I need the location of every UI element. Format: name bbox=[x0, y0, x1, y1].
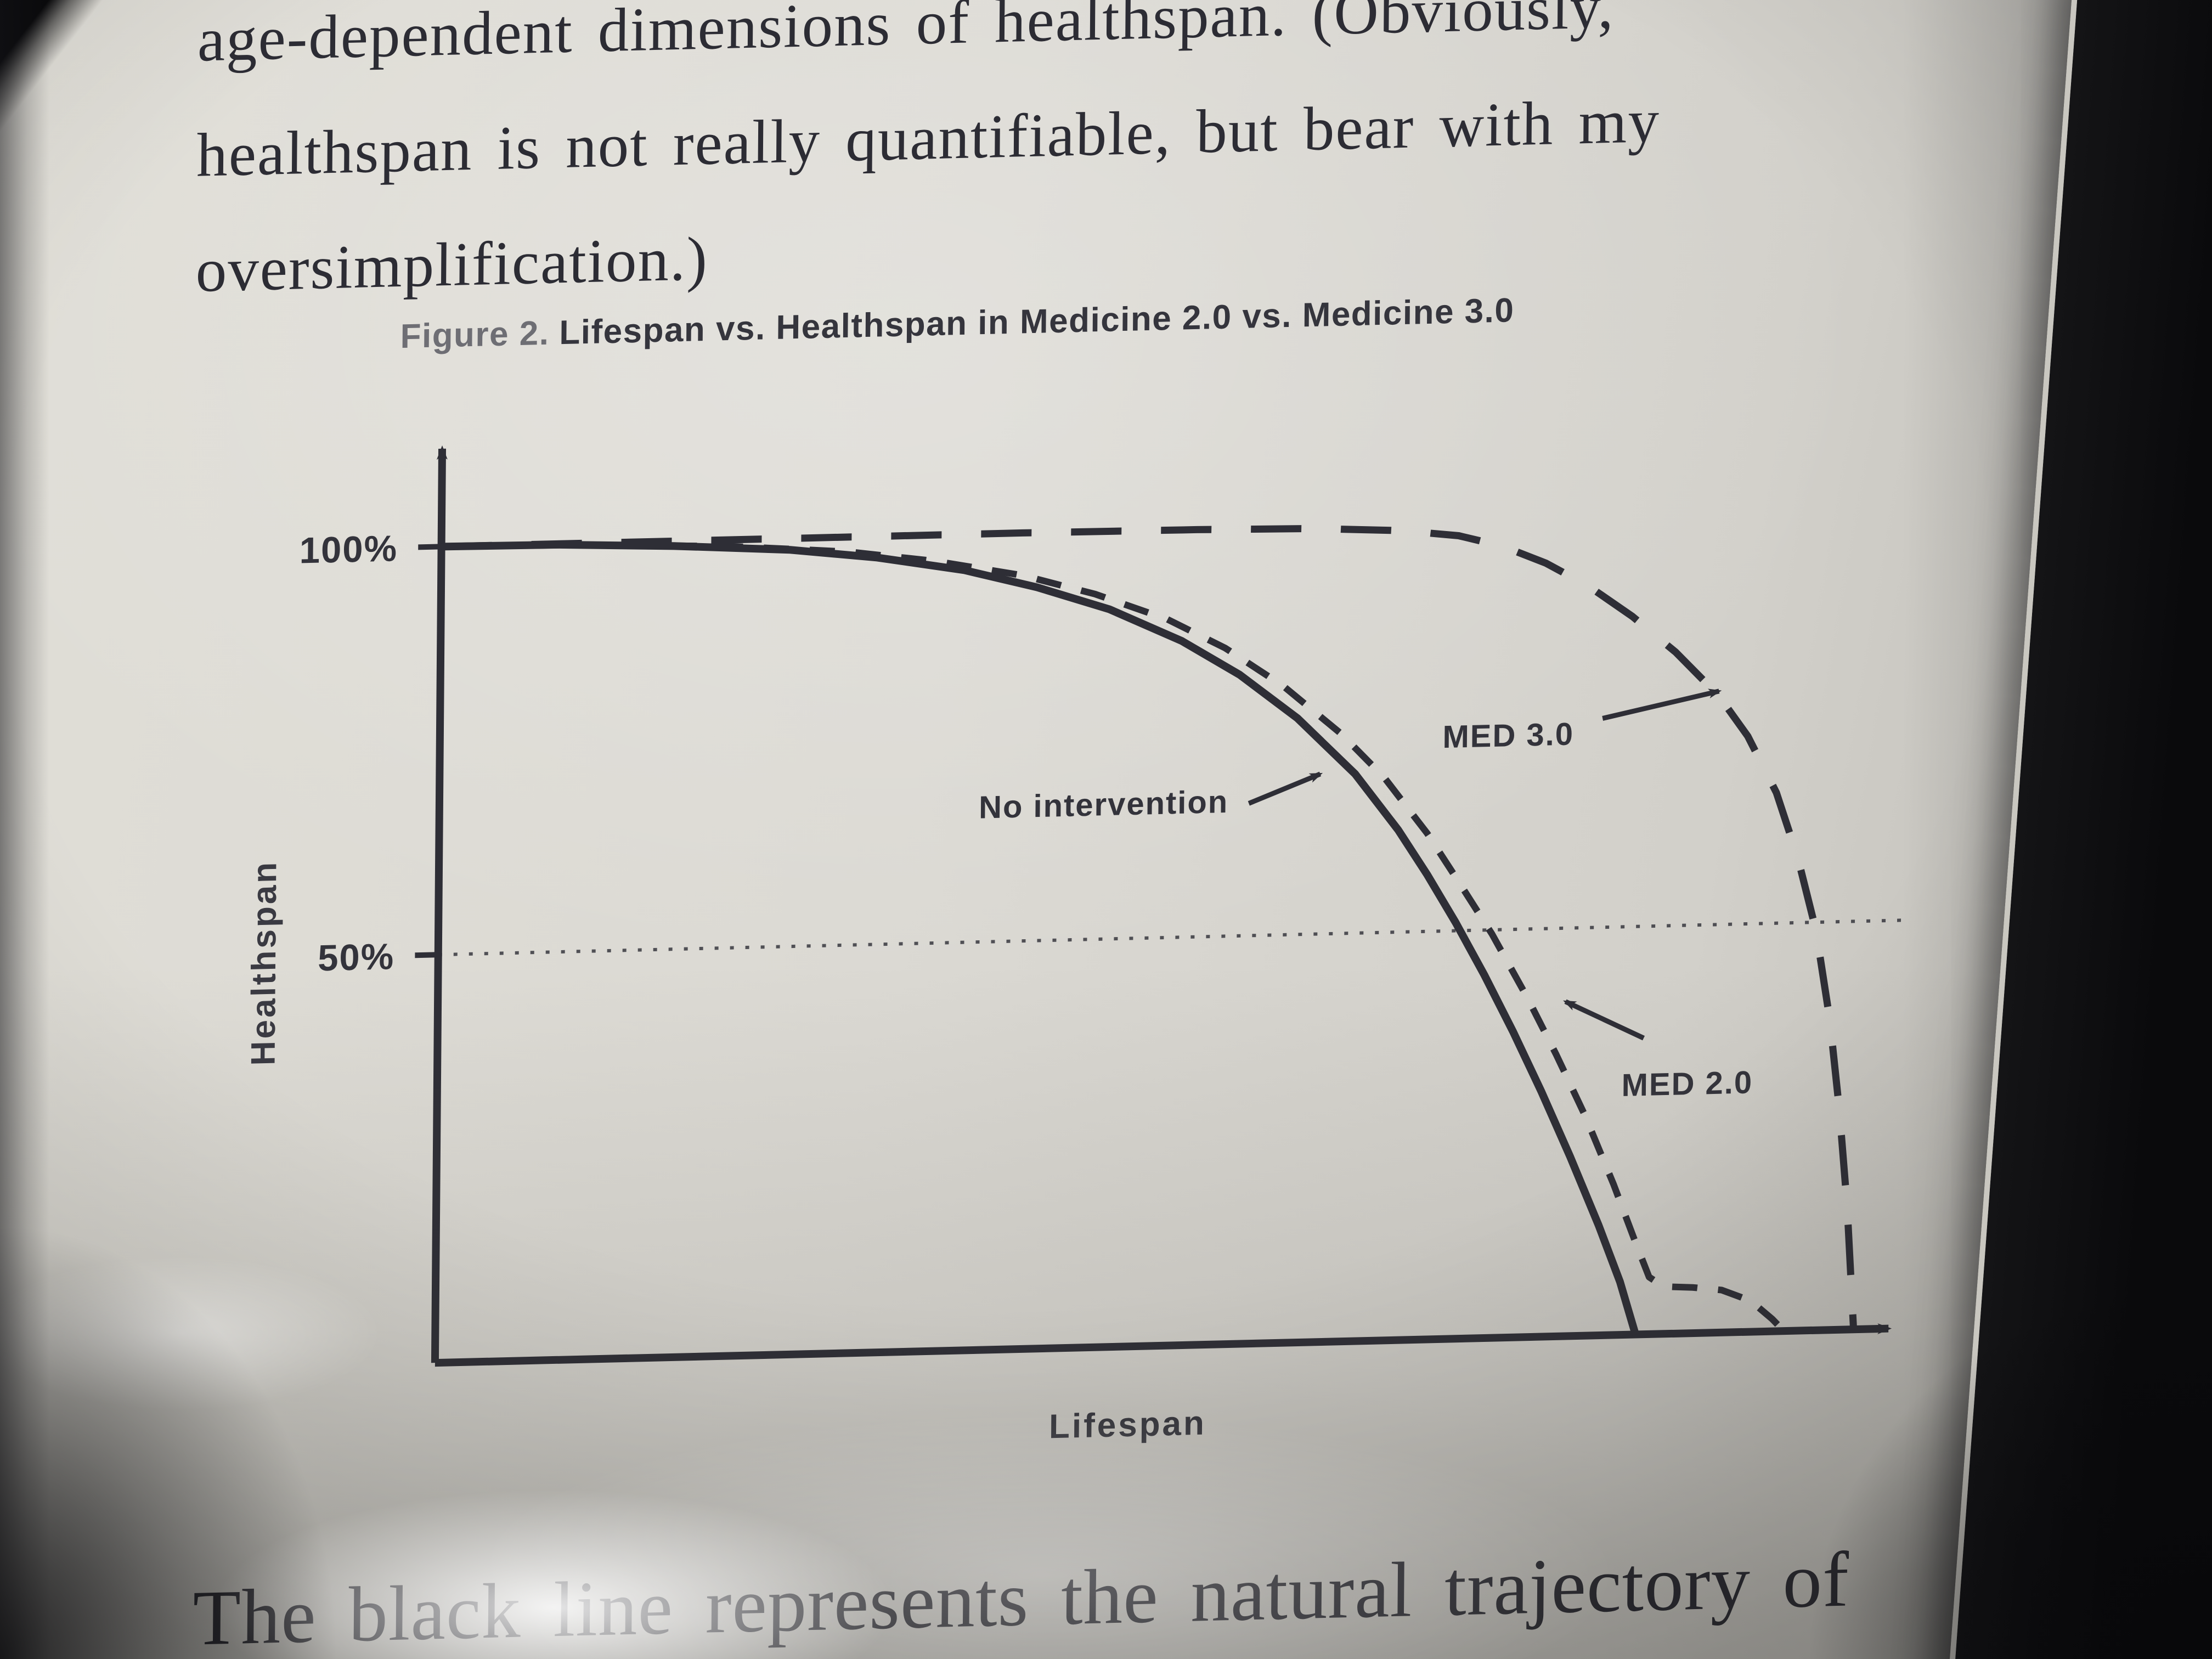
annotation-arrow-no-intervention bbox=[1248, 771, 1323, 806]
lifespan-healthspan-chart: 100% 50% No intervention MED 3.0 MED 2.0 Life… bbox=[245, 445, 1906, 1446]
paragraph-top-line-1: age-dependent dimensions of healthspan. … bbox=[197, 0, 1615, 75]
x-axis-label: Lifespan bbox=[1049, 1404, 1206, 1446]
figure-caption: Figure 2. Lifespan vs. Healthspan in Medi… bbox=[400, 291, 1514, 356]
gridline-50pct bbox=[438, 918, 1906, 957]
annotation-arrow-med-2-0 bbox=[1563, 999, 1645, 1041]
paragraph-top-line-2: healthspan is not really quantifiable, b… bbox=[196, 86, 1661, 190]
y-tick-label-100: 100% bbox=[300, 528, 398, 571]
y-tick-label-50: 50% bbox=[318, 936, 395, 979]
series-med-2-0 bbox=[441, 541, 1786, 1334]
paragraph-top-line-3: oversimplification.) bbox=[195, 224, 709, 305]
annotation-label-med-2-0: MED 2.0 bbox=[1621, 1064, 1753, 1103]
paragraph-bottom: The black line represents the natural tr… bbox=[192, 1536, 1850, 1659]
y-axis bbox=[431, 445, 448, 1363]
y-axis-label: Healthspan bbox=[245, 860, 284, 1066]
annotation-label-med-3-0: MED 3.0 bbox=[1442, 716, 1574, 755]
figure-chart: 100% 50% No intervention MED 3.0 MED 2.0 Life… bbox=[242, 364, 1956, 1502]
dark-corner-top-left bbox=[0, 0, 143, 165]
figure-caption-title: Lifespan vs. Healthspan in Medicine 2.0 … bbox=[559, 291, 1515, 352]
annotation-arrow-med-3-0 bbox=[1602, 689, 1722, 721]
annotation-label-no-intervention: No intervention bbox=[979, 784, 1229, 826]
x-axis bbox=[435, 1323, 1892, 1367]
y-tick-100 bbox=[418, 544, 444, 550]
figure-caption-number: Figure 2. bbox=[400, 314, 550, 356]
